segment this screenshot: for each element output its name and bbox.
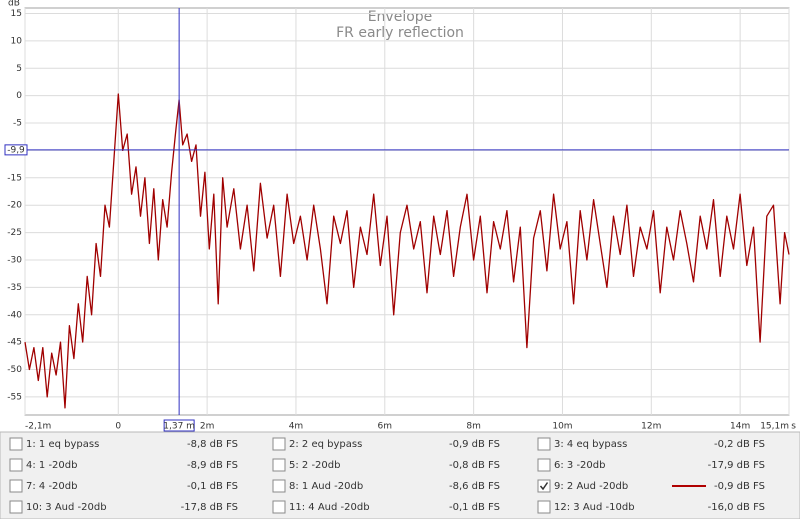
legend-value: -0,1 dB FS bbox=[187, 481, 238, 492]
legend-value: -8,8 dB FS bbox=[187, 439, 238, 450]
legend-name[interactable]: 2: 2 eq bypass bbox=[289, 439, 362, 450]
y-tick-label: -45 bbox=[7, 338, 22, 348]
legend-checkbox[interactable] bbox=[9, 437, 23, 451]
legend-value: -0,2 dB FS bbox=[714, 439, 765, 450]
legend-name[interactable]: 12: 3 Aud -10db bbox=[554, 502, 635, 513]
legend-name[interactable]: 10: 3 Aud -20db bbox=[26, 502, 107, 513]
legend-checkbox[interactable] bbox=[537, 479, 551, 493]
cursor-x-label: 1,37 m bbox=[163, 422, 195, 432]
y-tick-label: 0 bbox=[16, 91, 22, 101]
legend-name[interactable]: 8: 1 Aud -20db bbox=[289, 481, 363, 492]
y-tick-label: -30 bbox=[7, 255, 22, 265]
y-tick-label: -55 bbox=[7, 392, 22, 402]
x-tick-label: 10m bbox=[552, 422, 572, 432]
y-tick-label: -15 bbox=[7, 173, 22, 183]
x-tick-label: 14m bbox=[730, 422, 750, 432]
legend-checkbox[interactable] bbox=[272, 458, 286, 472]
legend-name[interactable]: 1: 1 eq bypass bbox=[26, 439, 99, 450]
x-axis-label: s bbox=[791, 422, 796, 432]
y-tick-label: -50 bbox=[7, 365, 22, 375]
legend-checkbox[interactable] bbox=[537, 437, 551, 451]
x-tick-label: 0 bbox=[115, 422, 121, 432]
plot-background bbox=[0, 0, 800, 432]
legend-checkbox[interactable] bbox=[9, 458, 23, 472]
x-tick-label: 4m bbox=[289, 422, 304, 432]
y-tick-label: 5 bbox=[16, 64, 22, 74]
legend-value: -8,6 dB FS bbox=[449, 481, 500, 492]
legend-checkbox[interactable] bbox=[537, 500, 551, 514]
legend-value: -0,9 dB FS bbox=[449, 439, 500, 450]
legend-value: -17,8 dB FS bbox=[181, 502, 238, 513]
legend-checkbox[interactable] bbox=[9, 500, 23, 514]
legend-name[interactable]: 7: 4 -20db bbox=[26, 481, 77, 492]
y-tick-label: -5 bbox=[13, 119, 22, 129]
legend-value: -17,9 dB FS bbox=[708, 460, 765, 471]
legend-checkbox[interactable] bbox=[272, 479, 286, 493]
cursor-y-label: -9,9 bbox=[7, 145, 25, 155]
legend-checkbox[interactable] bbox=[9, 479, 23, 493]
legend-name[interactable]: 5: 2 -20db bbox=[289, 460, 340, 471]
x-tick-label: -2,1m bbox=[25, 422, 51, 432]
y-tick-label: 15 bbox=[11, 9, 22, 19]
legend-checkbox[interactable] bbox=[272, 437, 286, 451]
legend-name[interactable]: 3: 4 eq bypass bbox=[554, 439, 627, 450]
x-tick-label: 8m bbox=[466, 422, 481, 432]
y-tick-label: -40 bbox=[7, 310, 22, 320]
legend-panel bbox=[0, 431, 800, 519]
legend-checkbox[interactable] bbox=[272, 500, 286, 514]
legend-value: -0,8 dB FS bbox=[449, 460, 500, 471]
legend-name[interactable]: 9: 2 Aud -20db bbox=[554, 481, 628, 492]
envelope-line bbox=[24, 93, 790, 409]
legend-checkbox[interactable] bbox=[537, 458, 551, 472]
y-tick-label: -20 bbox=[7, 201, 22, 211]
checkmark bbox=[539, 482, 549, 491]
chart-subtitle: FR early reflection bbox=[336, 25, 464, 41]
x-tick-label: 12m bbox=[641, 422, 661, 432]
y-axis-label: dB bbox=[8, 0, 20, 9]
chart-title: Envelope bbox=[368, 9, 433, 25]
legend-value: -0,9 dB FS bbox=[714, 481, 765, 492]
legend-name[interactable]: 11: 4 Aud -20db bbox=[289, 502, 370, 513]
legend-value: -8,9 dB FS bbox=[187, 460, 238, 471]
y-tick-label: -35 bbox=[7, 283, 22, 293]
cursor-y-box bbox=[4, 144, 28, 156]
cursor-x-box bbox=[163, 419, 195, 432]
legend-value: -16,0 dB FS bbox=[708, 502, 765, 513]
y-tick-label: 10 bbox=[11, 36, 23, 46]
x-tick-label: 2m bbox=[200, 422, 215, 432]
legend-name[interactable]: 4: 1 -20db bbox=[26, 460, 77, 471]
y-tick-label: -25 bbox=[7, 228, 22, 238]
x-tick-label: 15,1m bbox=[760, 422, 789, 432]
legend-value: -0,1 dB FS bbox=[449, 502, 500, 513]
x-tick-label: 6m bbox=[378, 422, 393, 432]
legend-name[interactable]: 6: 3 -20db bbox=[554, 460, 605, 471]
